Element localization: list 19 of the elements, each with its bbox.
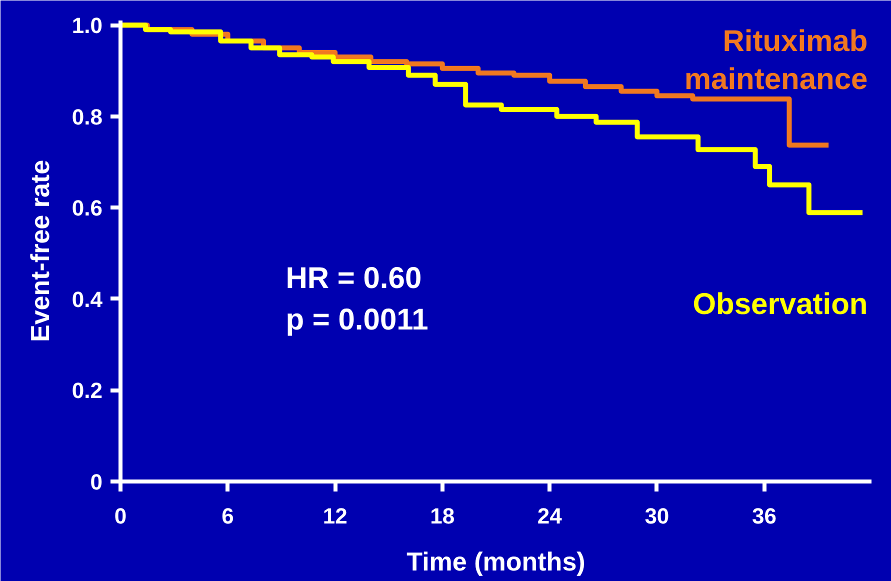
y-tick-label: 0 bbox=[90, 470, 103, 494]
text: Observation bbox=[692, 288, 868, 321]
annotation: HR = 0.60 bbox=[286, 262, 422, 296]
x-tick-label: 36 bbox=[752, 504, 776, 528]
x-tick-label: 24 bbox=[537, 504, 563, 528]
x-tick-label: 12 bbox=[322, 504, 348, 528]
x-axis-title: Time (months) bbox=[406, 546, 586, 576]
x-tick-label: 6 bbox=[222, 504, 234, 528]
x-tick-label: 0 bbox=[114, 504, 127, 528]
x-tick-label: 30 bbox=[644, 504, 670, 528]
y-tick-label: 0.8 bbox=[72, 104, 103, 130]
y-tick-label: 0.2 bbox=[72, 378, 103, 404]
annotation: p = 0.0011 bbox=[286, 304, 428, 337]
series-label: Rituximab maintenance bbox=[684, 25, 868, 96]
x-tick-label: 18 bbox=[430, 504, 455, 528]
y-axis-title: Event-free rate bbox=[24, 160, 55, 342]
y-tick-label: 0.6 bbox=[72, 196, 103, 221]
y-tick-label: 1.0 bbox=[72, 13, 103, 38]
y-tick-label: 0.4 bbox=[72, 286, 104, 312]
